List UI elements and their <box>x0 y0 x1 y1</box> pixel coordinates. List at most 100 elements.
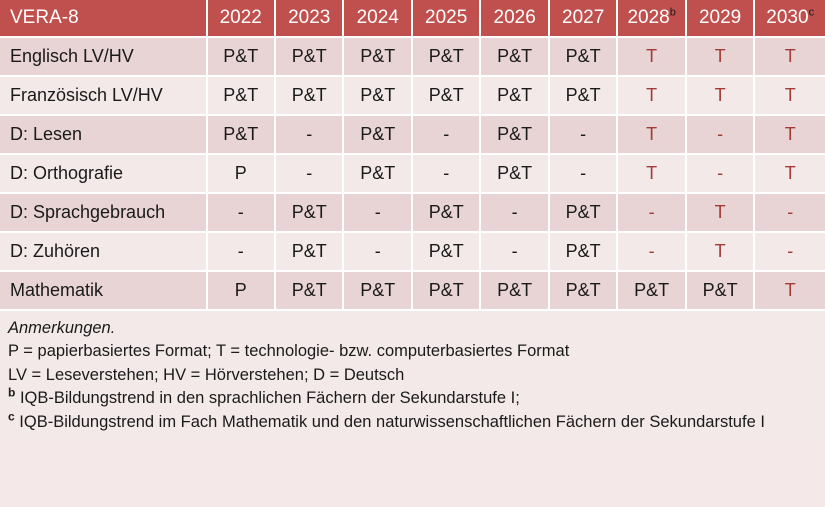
cell: - <box>206 193 276 233</box>
footnote-b-marker: b <box>8 385 16 400</box>
header-year-label: 2028 <box>627 7 670 28</box>
cell: T <box>754 154 825 194</box>
cell: T <box>617 115 687 155</box>
cell: P&T <box>274 232 345 272</box>
header-year-label: 2024 <box>356 7 399 28</box>
notes-format-legend: P = papierbasiertes Format; T = technolo… <box>8 342 570 361</box>
cell: - <box>206 232 276 272</box>
cell: - <box>480 232 550 272</box>
table-notes: Anmerkungen. P = papierbasiertes Format;… <box>0 311 825 445</box>
notes-footnote-c: c IQB-Bildungstrend im Fach Mathematik u… <box>8 409 817 434</box>
cell: P&T <box>343 154 413 194</box>
cell: P&T <box>548 232 619 272</box>
notes-abbreviation-legend: LV = Leseverstehen; HV = Hörverstehen; D… <box>8 365 405 384</box>
row-label-orthografie: D: Orthografie <box>0 154 208 194</box>
footnote-marker-c: c <box>808 6 815 19</box>
table-header: VERA-8 2022 2023 2024 2025 2026 2027 202… <box>0 0 825 38</box>
cell: P&T <box>206 76 276 116</box>
header-year-label: 2030 <box>766 7 809 28</box>
cell: P&T <box>206 115 276 155</box>
row-label-englisch: Englisch LV/HV <box>0 37 208 77</box>
cell: P&T <box>274 76 345 116</box>
cell: - <box>617 232 687 272</box>
row-label-sprachgebrauch: D: Sprachgebrauch <box>0 193 208 233</box>
cell: P&T <box>411 37 482 77</box>
cell: - <box>548 115 619 155</box>
header-year-2027: 2027 <box>548 0 619 38</box>
cell: P&T <box>206 37 276 77</box>
cell: P&T <box>343 37 413 77</box>
cell: P&T <box>411 271 482 311</box>
header-year-label: 2022 <box>219 7 262 28</box>
vera8-schedule-table: VERA-8 2022 2023 2024 2025 2026 2027 202… <box>0 0 825 311</box>
cell: P&T <box>480 37 550 77</box>
row-label-zuhoeren: D: Zuhören <box>0 232 208 272</box>
header-year-2024: 2024 <box>343 0 413 38</box>
footnote-c-marker: c <box>8 409 15 424</box>
header-row: VERA-8 2022 2023 2024 2025 2026 2027 202… <box>0 0 825 38</box>
cell: P&T <box>343 271 413 311</box>
header-year-2022: 2022 <box>206 0 276 38</box>
footnote-marker-b: b <box>669 6 676 19</box>
row-label-mathematik: Mathematik <box>0 271 208 311</box>
cell: - <box>548 154 619 194</box>
cell: - <box>685 115 756 155</box>
cell: P&T <box>274 37 345 77</box>
cell: - <box>754 232 825 272</box>
cell: T <box>754 76 825 116</box>
header-year-2030: 2030c <box>754 0 825 38</box>
cell: - <box>617 193 687 233</box>
cell: T <box>685 193 756 233</box>
cell: P&T <box>548 271 619 311</box>
cell: P&T <box>411 76 482 116</box>
notes-heading: Anmerkungen. <box>8 319 116 337</box>
table-row: D: Sprachgebrauch - P&T - P&T - P&T - T … <box>0 193 825 233</box>
cell: P <box>206 271 276 311</box>
cell: - <box>685 154 756 194</box>
cell: P&T <box>343 76 413 116</box>
cell: P&T <box>480 154 550 194</box>
table-row: D: Zuhören - P&T - P&T - P&T - T - <box>0 232 825 272</box>
cell: - <box>274 154 345 194</box>
cell: T <box>754 37 825 77</box>
cell: P&T <box>274 193 345 233</box>
table-body: Englisch LV/HV P&T P&T P&T P&T P&T P&T T… <box>0 37 825 311</box>
cell: T <box>685 76 756 116</box>
header-year-2026: 2026 <box>480 0 550 38</box>
cell: T <box>617 154 687 194</box>
cell: - <box>480 193 550 233</box>
table-row: Mathematik P P&T P&T P&T P&T P&T P&T P&T… <box>0 271 825 311</box>
header-year-2025: 2025 <box>411 0 482 38</box>
cell: P&T <box>617 271 687 311</box>
cell: T <box>754 271 825 311</box>
cell: - <box>754 193 825 233</box>
cell: - <box>411 115 482 155</box>
cell: - <box>343 193 413 233</box>
table-row: Französisch LV/HV P&T P&T P&T P&T P&T P&… <box>0 76 825 116</box>
cell: T <box>685 37 756 77</box>
cell: P&T <box>548 193 619 233</box>
cell: P&T <box>685 271 756 311</box>
header-year-2029: 2029 <box>685 0 756 38</box>
table-row: Englisch LV/HV P&T P&T P&T P&T P&T P&T T… <box>0 37 825 77</box>
cell: T <box>685 232 756 272</box>
cell: P&T <box>480 271 550 311</box>
cell: P&T <box>274 271 345 311</box>
footnote-b-text: IQB-Bildungstrend in den sprachlichen Fä… <box>19 389 520 408</box>
cell: P&T <box>548 37 619 77</box>
footnote-c-text: IQB-Bildungstrend im Fach Mathematik und… <box>19 412 765 431</box>
header-year-label: 2023 <box>288 7 331 28</box>
header-year-2028: 2028b <box>617 0 687 38</box>
cell: P&T <box>411 193 482 233</box>
cell: P&T <box>411 232 482 272</box>
header-year-label: 2027 <box>562 7 605 28</box>
header-year-2023: 2023 <box>274 0 345 38</box>
row-label-lesen: D: Lesen <box>0 115 208 155</box>
cell: - <box>274 115 345 155</box>
cell: P&T <box>480 115 550 155</box>
cell: P&T <box>548 76 619 116</box>
cell: P&T <box>343 115 413 155</box>
row-label-franzoesisch: Französisch LV/HV <box>0 76 208 116</box>
notes-footnote-b: b IQB-Bildungstrend in den sprachlichen … <box>8 387 817 410</box>
